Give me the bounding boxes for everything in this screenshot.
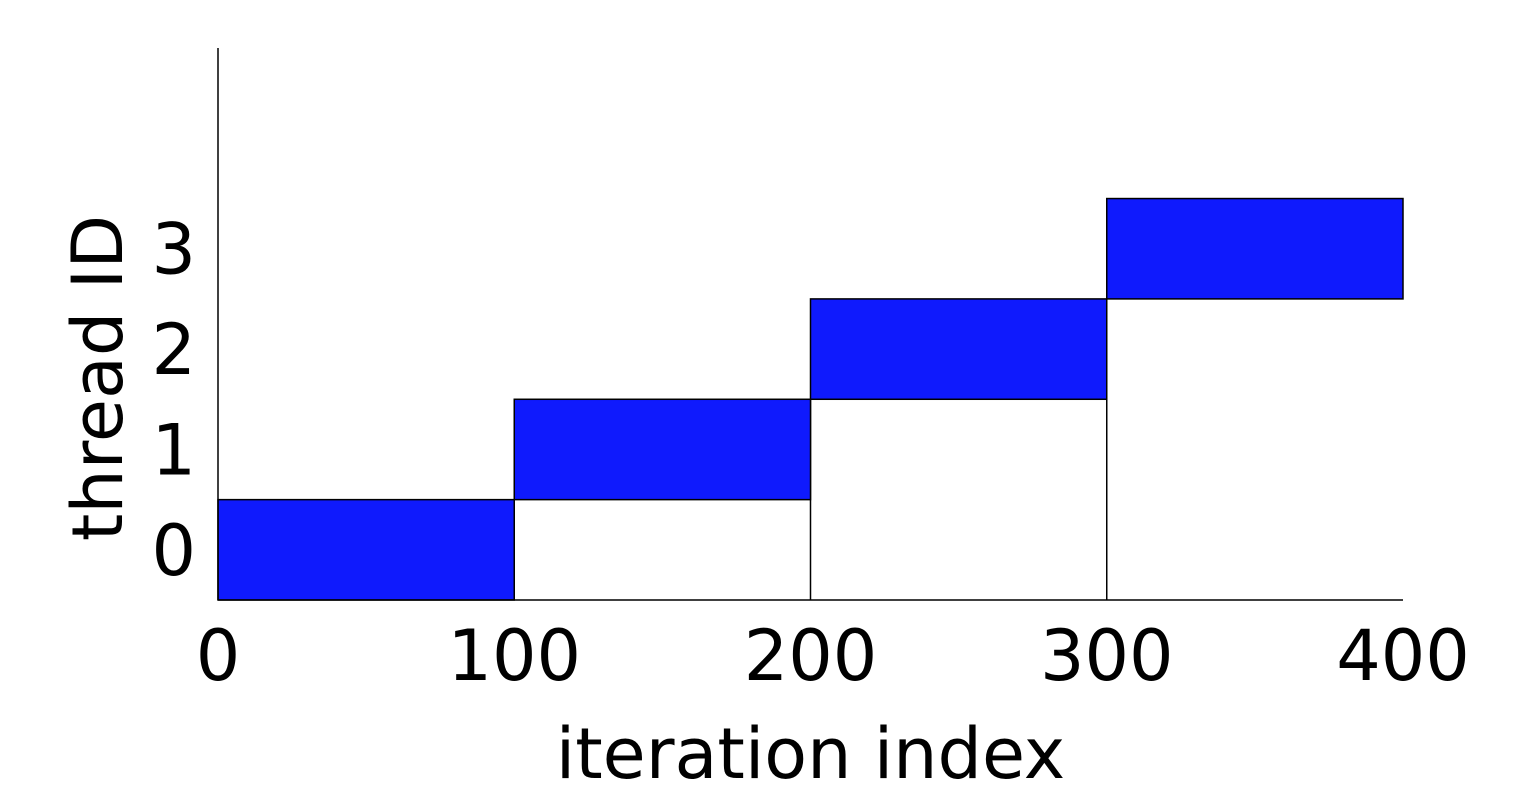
x-tick-label: 200 [744,615,878,697]
y-axis-label: thread ID [57,215,139,541]
x-axis-label: iteration index [556,713,1065,795]
y-tick-labels: 0 1 2 3 [151,209,196,592]
x-tick-label: 0 [196,615,241,697]
y-tick-label: 3 [151,209,196,291]
bar-thread-1 [513,398,812,501]
bars [217,197,1404,601]
x-tick-label: 400 [1336,615,1470,697]
y-tick-label: 2 [151,309,196,391]
x-tick-labels: 0 100 200 300 400 [196,615,1470,697]
x-tick-label: 100 [447,615,581,697]
bar-thread-2 [809,298,1108,401]
bar-thread-0 [217,498,515,601]
x-tick-label: 300 [1040,615,1174,697]
bar-thread-3 [1106,197,1404,300]
y-tick-label: 0 [151,510,196,592]
y-tick-label: 1 [151,409,196,491]
